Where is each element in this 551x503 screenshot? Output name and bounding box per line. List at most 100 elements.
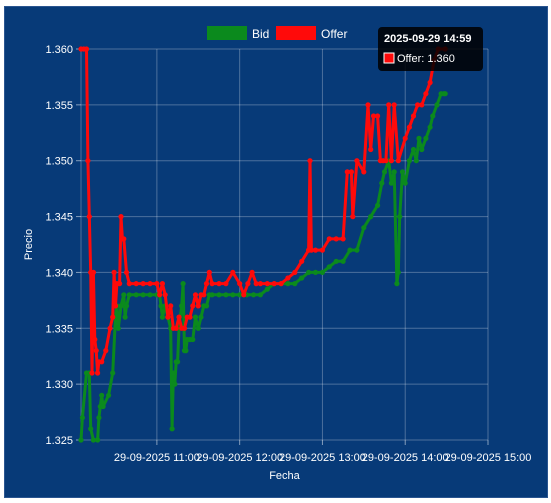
price-chart[interactable]: 1.325 1.330 1.335 1.340 1.345 1.350 1.355 1.360…: [5, 7, 549, 499]
data-point-offer: [361, 169, 367, 175]
data-point-bid: [399, 169, 406, 175]
tooltip-label: Offer: 1.360: [397, 53, 455, 65]
data-point-bid: [223, 292, 229, 298]
data-point-offer: [181, 325, 188, 331]
data-point-bid: [118, 303, 124, 309]
data-point-bid: [430, 113, 436, 119]
data-point-bid: [397, 214, 403, 220]
data-point-bid: [306, 269, 312, 275]
data-point-bid: [319, 269, 325, 275]
data-point-offer: [423, 91, 429, 97]
data-point-offer: [308, 247, 314, 253]
data-point-bid: [423, 135, 429, 141]
data-point-bid: [106, 392, 112, 398]
data-point-offer: [370, 113, 377, 119]
data-point-bid: [169, 426, 175, 432]
y-tick-label: 1.350: [45, 156, 73, 168]
tooltip-background: [378, 27, 483, 71]
data-point-offer: [299, 258, 305, 264]
y-tick-label: 1.335: [45, 323, 73, 335]
x-tick-label: 29-09-2025 14:00: [362, 452, 449, 464]
data-point-bid: [333, 258, 339, 264]
data-point-offer: [427, 79, 433, 86]
x-tick-label: 29-09-2025 13:00: [279, 452, 366, 464]
data-point-bid: [368, 214, 374, 220]
data-point-bid: [175, 359, 181, 365]
data-point-offer: [187, 314, 193, 320]
y-tick-label: 1.340: [45, 267, 73, 279]
data-point-bid: [183, 348, 189, 354]
x-tick-label: 29-09-2025 15:00: [445, 452, 532, 464]
data-point-bid: [434, 102, 440, 108]
data-point-offer: [319, 247, 325, 253]
data-point-bid: [158, 303, 164, 309]
data-point-offer: [168, 303, 174, 309]
data-point-offer: [395, 158, 401, 164]
data-point-bid: [122, 314, 128, 320]
data-point-bid: [126, 292, 132, 298]
data-point-offer: [83, 46, 90, 52]
data-point-bid: [110, 370, 116, 376]
data-point-bid: [79, 415, 85, 421]
data-point-offer: [190, 303, 196, 309]
x-axis-title: Fecha: [269, 470, 300, 482]
legend[interactable]: Bid Offer: [207, 26, 347, 41]
data-point-offer: [117, 281, 123, 287]
x-tick-label: 29-09-2025 11:00: [114, 452, 200, 464]
data-point-bid: [133, 292, 139, 298]
data-point-offer: [85, 158, 91, 164]
data-point-offer: [99, 359, 105, 365]
data-point-bid: [427, 124, 433, 130]
legend-item-offer[interactable]: Offer: [276, 26, 347, 41]
series-bid: [78, 91, 448, 443]
series-offer: [78, 46, 448, 376]
data-point-offer: [93, 348, 99, 354]
data-point-bid: [354, 247, 360, 253]
chart-panel: 1.325 1.330 1.335 1.340 1.345 1.350 1.355 1.360…: [4, 6, 548, 498]
data-point-offer: [121, 236, 127, 242]
data-point-offer: [333, 236, 339, 242]
legend-swatch-offer: [276, 26, 316, 40]
data-point-offer: [253, 281, 259, 287]
data-point-offer: [92, 336, 98, 343]
data-point-offer: [241, 292, 247, 298]
data-point-offer: [154, 281, 160, 287]
data-point-offer: [388, 158, 394, 164]
data-point-bid: [312, 269, 319, 275]
data-point-bid: [340, 258, 346, 264]
data-point-offer: [195, 303, 201, 309]
data-point-offer: [118, 214, 124, 220]
data-point-bid: [190, 336, 196, 343]
data-point-bid: [406, 158, 412, 164]
y-tick-label: 1.345: [45, 212, 73, 224]
data-point-offer: [157, 292, 163, 298]
data-point-bid: [419, 146, 425, 153]
data-point-bid: [375, 202, 381, 208]
data-point-offer: [391, 102, 397, 108]
legend-label-offer: Offer: [321, 27, 347, 41]
data-point-offer: [340, 236, 346, 242]
data-point-bid: [410, 146, 417, 153]
data-point-bid: [99, 392, 105, 398]
data-point-offer: [162, 292, 168, 298]
data-point-bid: [121, 292, 127, 298]
data-point-offer: [201, 292, 207, 298]
data-point-bid: [326, 264, 332, 270]
y-tick-label: 1.355: [45, 100, 73, 112]
y-tick-label: 1.325: [45, 435, 73, 447]
data-point-offer: [415, 102, 421, 108]
data-point-bid: [388, 180, 394, 186]
data-point-offer: [348, 169, 354, 175]
data-point-bid: [203, 303, 210, 309]
data-point-bid: [115, 325, 121, 331]
data-point-offer: [230, 269, 236, 275]
data-point-bid: [442, 91, 448, 97]
data-point-offer: [103, 348, 109, 354]
data-point-offer: [257, 281, 263, 287]
y-tick-label: 1.360: [45, 44, 73, 56]
legend-item-bid[interactable]: Bid: [207, 26, 269, 41]
data-point-offer: [223, 281, 229, 287]
data-point-bid: [123, 303, 130, 309]
data-point-bid: [198, 314, 204, 320]
data-point-bid: [230, 292, 236, 298]
